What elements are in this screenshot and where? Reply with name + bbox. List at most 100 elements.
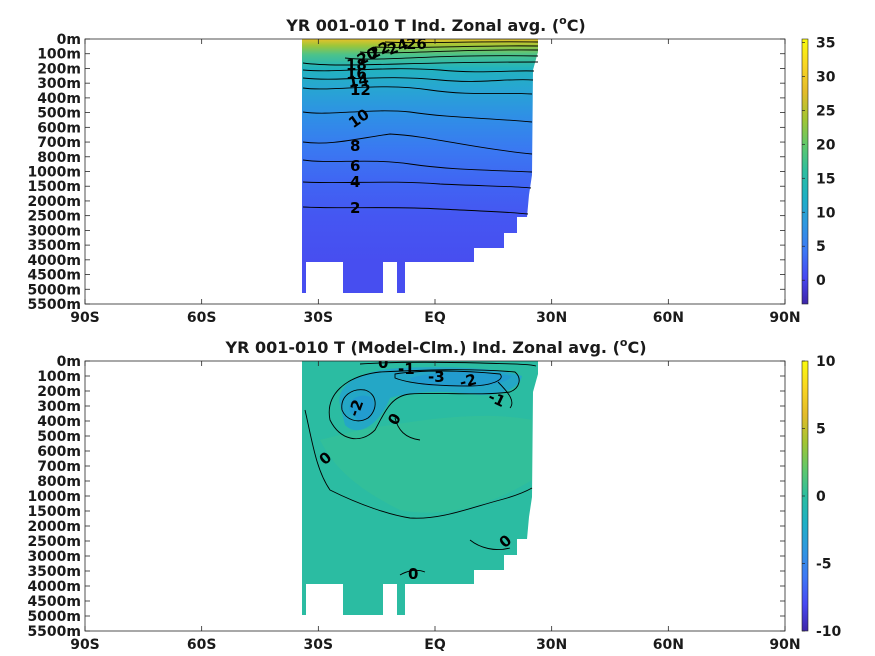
x-tick-label: 90S <box>70 310 100 326</box>
top-ocean-section <box>302 39 538 262</box>
x-tick-label: 30S <box>304 637 334 653</box>
y-tick-label: 700m <box>37 459 81 475</box>
y-tick-label: 4500m <box>27 594 81 610</box>
y-tick-label: 5000m <box>27 609 81 625</box>
bottom-colorbar-ticks: 10 5 0 -5 -10 <box>802 354 842 640</box>
contour-label: 26 <box>406 35 427 53</box>
y-tick-label: 100m <box>37 369 81 385</box>
colorbar-tick-label: 20 <box>816 137 836 153</box>
top-deep-section <box>397 262 405 293</box>
y-tick-label: 0m <box>57 354 81 370</box>
y-tick-label: 200m <box>37 61 81 77</box>
y-tick-label: 800m <box>37 474 81 490</box>
x-tick-label: 30S <box>304 310 334 326</box>
colorbar-tick-label: 5 <box>816 239 826 255</box>
y-tick-label: 3000m <box>27 223 81 239</box>
bottom-deep-section <box>302 584 306 615</box>
contour-label: 14 <box>346 70 370 91</box>
x-tick-label: 60S <box>187 637 217 653</box>
top-colorbar-ticks: 0 5 10 15 20 25 30 35 <box>802 35 836 289</box>
contour-label: 8 <box>350 137 360 155</box>
colorbar-tick-label: 5 <box>816 422 826 438</box>
x-tick-label: EQ <box>424 637 446 653</box>
y-tick-label: 2000m <box>27 194 81 210</box>
contour-label: 16 <box>346 65 367 83</box>
bottom-warm-patch <box>320 415 532 513</box>
y-tick-label: 4000m <box>27 579 81 595</box>
colorbar-tick-label: 10 <box>816 205 836 221</box>
contour-label: 12 <box>350 81 371 99</box>
y-tick-label: 3000m <box>27 549 81 565</box>
colorbar-tick-label: 0 <box>816 489 826 505</box>
y-tick-label: 2000m <box>27 519 81 535</box>
contour-label: 22 <box>366 38 393 63</box>
top-deep-section <box>343 262 383 293</box>
contour-label: 6 <box>350 157 360 175</box>
contour-label: 0 <box>378 354 388 372</box>
y-tick-label: 5500m <box>27 624 81 640</box>
y-tick-label: 1000m <box>27 165 81 181</box>
bottom-cold-core-inner <box>349 395 375 421</box>
colorbar-tick-label: 35 <box>816 35 835 51</box>
x-tick-label: 90N <box>769 637 800 653</box>
y-tick-label: 2500m <box>27 534 81 550</box>
top-x-axis: 90S 60S 30S EQ 30N 60N 90N <box>70 39 801 326</box>
y-tick-label: 4500m <box>27 268 81 284</box>
colorbar-tick-label: 15 <box>816 171 835 187</box>
contour-label: 2 <box>350 199 360 217</box>
bottom-contour-labels: 0 -1 -3 -2 -1 -2 0 0 0 0 <box>316 354 516 583</box>
x-tick-label: 90N <box>769 310 800 326</box>
bottom-deep-section <box>343 584 383 615</box>
top-deep-section <box>302 262 306 293</box>
colorbar-tick-label: -10 <box>816 624 842 640</box>
x-tick-label: 30N <box>536 637 567 653</box>
colorbar-tick-label: -5 <box>816 557 832 573</box>
colorbar-tick-label: 0 <box>816 273 826 289</box>
y-tick-label: 500m <box>37 106 81 122</box>
top-colorbar <box>801 38 809 305</box>
y-tick-label: 1500m <box>27 179 81 195</box>
y-tick-label: 1000m <box>27 489 81 505</box>
bottom-y-axis: 0m100m200m300m400m500m600m700m800m1000m1… <box>27 354 785 640</box>
contour-label: 0 <box>408 565 418 583</box>
y-tick-label: 3500m <box>27 238 81 254</box>
colorbar-tick-label: 25 <box>816 103 835 119</box>
x-tick-label: 30N <box>536 310 567 326</box>
y-tick-label: 100m <box>37 47 81 63</box>
y-tick-label: 600m <box>37 444 81 460</box>
y-tick-label: 600m <box>37 120 81 136</box>
x-tick-label: 60N <box>653 637 684 653</box>
y-tick-label: 400m <box>37 91 81 107</box>
y-tick-label: 2500m <box>27 209 81 225</box>
colorbar-tick-label: 10 <box>816 354 836 370</box>
colorbar-tick-label: 30 <box>816 69 836 85</box>
y-tick-label: 200m <box>37 384 81 400</box>
top-panel: YR 001-010 T Ind. Zonal avg. (oC) <box>27 14 835 326</box>
contour-label: -2 <box>345 397 368 419</box>
x-tick-label: 60S <box>187 310 217 326</box>
bottom-x-axis: 90S 60S 30S EQ 30N 60N 90N <box>70 361 801 653</box>
bottom-field: 0 -1 -3 -2 -1 -2 0 0 0 0 <box>302 354 538 615</box>
top-field: 26 24 22 20 18 16 14 12 10 8 6 4 2 <box>302 35 539 293</box>
top-y-axis: 0m100m200m300m400m500m600m700m800m1000m1… <box>27 32 785 313</box>
top-title: YR 001-010 T Ind. Zonal avg. (oC) <box>285 14 586 35</box>
y-tick-label: 5500m <box>27 297 81 313</box>
top-contours <box>302 41 539 215</box>
contour-label: 4 <box>350 173 360 191</box>
y-tick-label: 300m <box>37 76 81 92</box>
y-tick-label: 400m <box>37 414 81 430</box>
y-tick-label: 0m <box>57 32 81 48</box>
x-tick-label: 90S <box>70 637 100 653</box>
y-tick-label: 1500m <box>27 504 81 520</box>
contour-label: -1 <box>485 388 508 411</box>
x-tick-label: 60N <box>653 310 684 326</box>
x-tick-label: EQ <box>424 310 446 326</box>
y-tick-label: 800m <box>37 150 81 166</box>
bottom-deep-section <box>397 584 405 615</box>
contour-label: -3 <box>428 368 445 386</box>
contour-label: -2 <box>458 370 479 392</box>
bottom-contours <box>304 361 537 576</box>
contour-label: 18 <box>346 56 367 74</box>
bottom-panel: YR 001-010 T (Model-Clm.) Ind. Zonal avg… <box>27 336 841 653</box>
